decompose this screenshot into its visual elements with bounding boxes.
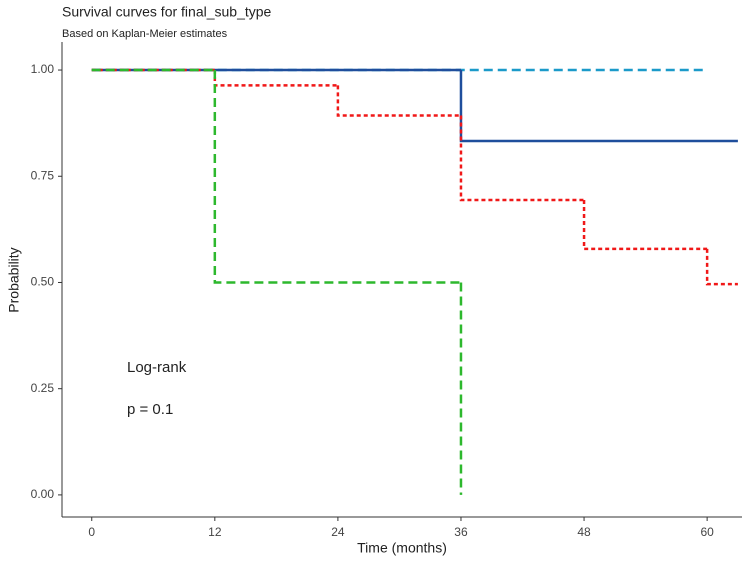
y-tick-label: 0.00 (31, 487, 55, 501)
survival-step (705, 248, 738, 286)
x-tick-label: 24 (331, 525, 345, 539)
y-tick-label: 1.00 (31, 62, 55, 76)
x-tick-label: 60 (700, 525, 714, 539)
x-tick-label: 36 (454, 525, 468, 539)
y-tick-label: 0.75 (31, 168, 55, 182)
survival-step (213, 70, 461, 284)
survival-step (336, 85, 461, 117)
x-tick-label: 48 (577, 525, 591, 539)
x-tick-label: 0 (88, 525, 95, 539)
chart-subtitle: Based on Kaplan-Meier estimates (62, 28, 228, 40)
survival-step (582, 200, 708, 251)
y-axis-label: Probability (6, 247, 22, 312)
survival-step (459, 115, 585, 202)
survival-step (459, 70, 738, 143)
survival-step (213, 70, 338, 87)
x-axis-label: Time (months) (357, 540, 447, 556)
chart-title: Survival curves for final_sub_type (62, 4, 272, 20)
y-tick-label: 0.25 (31, 381, 55, 395)
annotation: p = 0.1 (127, 401, 173, 418)
x-tick-label: 12 (208, 525, 222, 539)
y-tick-label: 0.50 (31, 275, 55, 289)
annotation: Log-rank (127, 359, 187, 376)
